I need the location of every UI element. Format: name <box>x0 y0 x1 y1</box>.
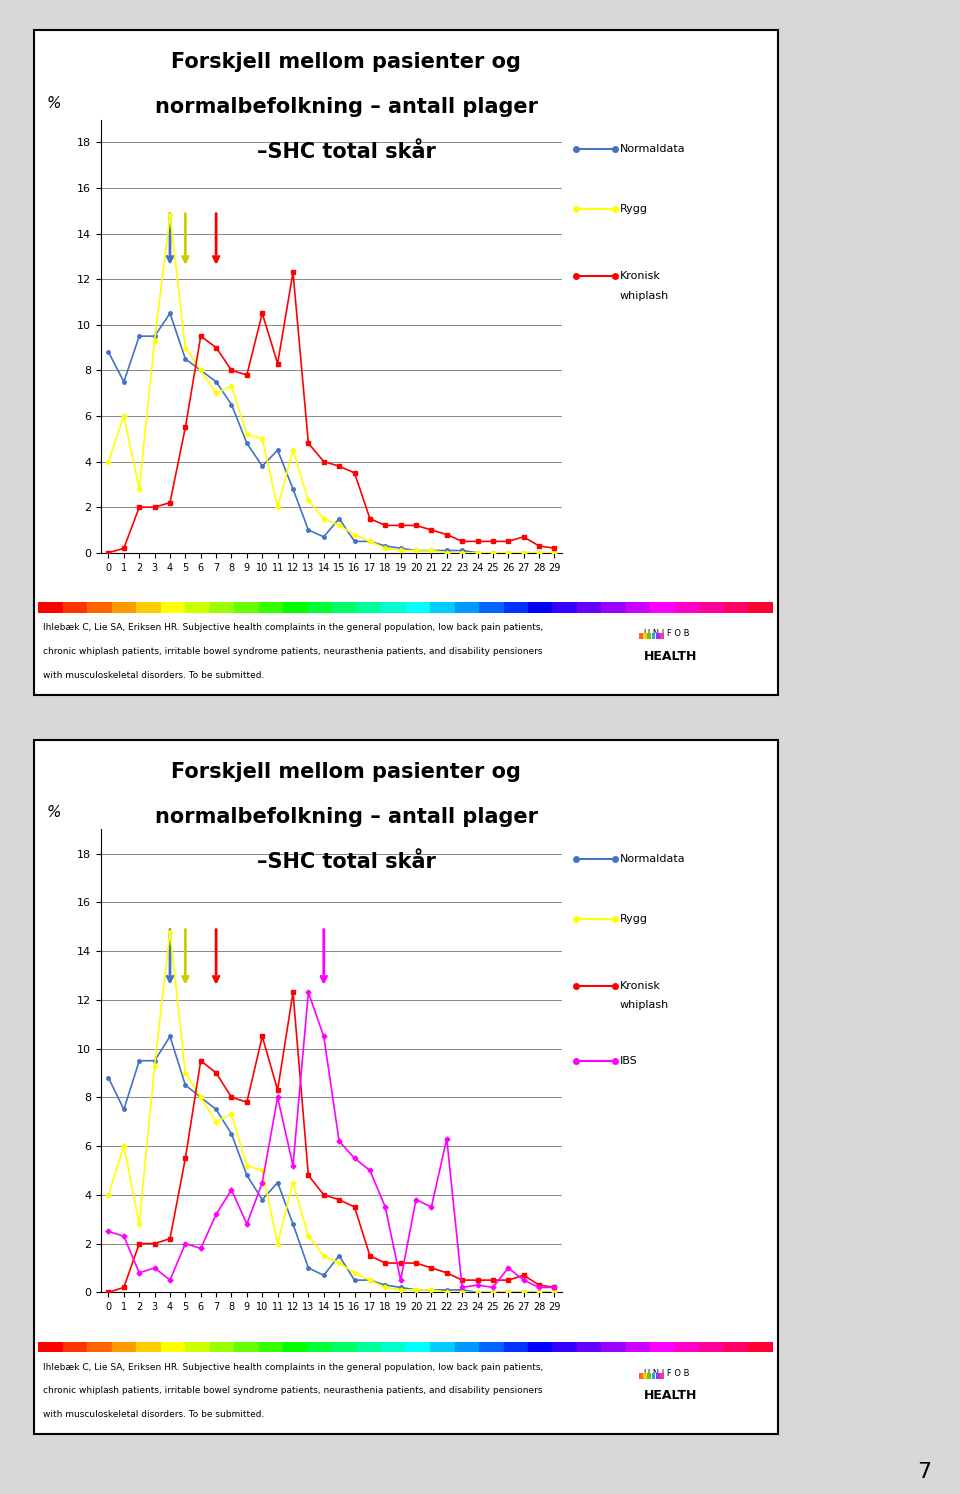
Text: %: % <box>47 805 61 820</box>
Bar <box>87 1342 112 1352</box>
Bar <box>210 602 234 613</box>
Text: Ihlebæk C, Lie SA, Eriksen HR. Subjective health complaints in the general popul: Ihlebæk C, Lie SA, Eriksen HR. Subjectiv… <box>43 1363 543 1371</box>
Text: %: % <box>47 96 61 111</box>
Bar <box>259 602 283 613</box>
Bar <box>479 1342 504 1352</box>
Bar <box>332 602 357 613</box>
Bar <box>700 1342 724 1352</box>
Bar <box>651 602 675 613</box>
Bar <box>332 1342 357 1352</box>
Bar <box>357 602 381 613</box>
Bar <box>87 602 112 613</box>
Bar <box>63 1342 87 1352</box>
Bar <box>136 1342 161 1352</box>
Text: 7: 7 <box>917 1463 931 1482</box>
Text: Rygg: Rygg <box>620 205 648 214</box>
Bar <box>749 602 773 613</box>
Bar <box>63 602 87 613</box>
Bar <box>626 1342 651 1352</box>
Text: Normaldata: Normaldata <box>620 145 685 154</box>
Text: with musculoskeletal disorders. To be submitted.: with musculoskeletal disorders. To be su… <box>43 1410 265 1419</box>
Bar <box>651 1342 675 1352</box>
Bar <box>675 1342 700 1352</box>
Bar <box>185 1342 210 1352</box>
Text: normalbefolkning – antall plager: normalbefolkning – antall plager <box>155 97 538 117</box>
Bar <box>234 602 259 613</box>
Bar <box>601 602 626 613</box>
Bar <box>430 602 455 613</box>
Bar <box>161 602 185 613</box>
Bar <box>307 602 332 613</box>
Bar <box>700 602 724 613</box>
Text: normalbefolkning – antall plager: normalbefolkning – antall plager <box>155 807 538 826</box>
Text: Forskjell mellom pasienter og: Forskjell mellom pasienter og <box>171 52 521 72</box>
Text: with musculoskeletal disorders. To be submitted.: with musculoskeletal disorders. To be su… <box>43 671 265 680</box>
Bar <box>577 1342 601 1352</box>
Bar <box>283 1342 307 1352</box>
Text: Kronisk: Kronisk <box>620 272 660 281</box>
Text: Kronisk: Kronisk <box>620 982 660 991</box>
Bar <box>724 1342 749 1352</box>
Bar <box>528 602 553 613</box>
Text: Forskjell mellom pasienter og: Forskjell mellom pasienter og <box>171 762 521 781</box>
Bar <box>307 1342 332 1352</box>
Bar <box>136 602 161 613</box>
Text: whiplash: whiplash <box>620 291 669 300</box>
Bar <box>381 602 406 613</box>
Bar <box>111 1342 136 1352</box>
Bar <box>283 602 307 613</box>
Text: –SHC total skår: –SHC total skår <box>256 852 436 871</box>
Bar <box>553 602 577 613</box>
Bar <box>577 602 601 613</box>
Bar <box>455 1342 479 1352</box>
Bar <box>601 1342 626 1352</box>
Bar <box>479 602 504 613</box>
Bar <box>38 1342 63 1352</box>
Bar <box>504 602 528 613</box>
Bar <box>455 602 479 613</box>
Text: HEALTH: HEALTH <box>643 650 697 663</box>
Bar <box>724 602 749 613</box>
Bar <box>406 1342 430 1352</box>
Text: chronic whiplash patients, irritable bowel syndrome patients, neurasthenia patie: chronic whiplash patients, irritable bow… <box>43 647 542 656</box>
Text: whiplash: whiplash <box>620 1001 669 1010</box>
Bar <box>430 1342 455 1352</box>
Text: Ihlebæk C, Lie SA, Eriksen HR. Subjective health complaints in the general popul: Ihlebæk C, Lie SA, Eriksen HR. Subjectiv… <box>43 623 543 632</box>
Text: chronic whiplash patients, irritable bowel syndrome patients, neurasthenia patie: chronic whiplash patients, irritable bow… <box>43 1386 542 1395</box>
Bar <box>749 1342 773 1352</box>
Text: –SHC total skår: –SHC total skår <box>256 142 436 161</box>
Bar <box>504 1342 528 1352</box>
Bar <box>259 1342 283 1352</box>
Bar <box>210 1342 234 1352</box>
Bar <box>161 1342 185 1352</box>
Bar <box>38 602 63 613</box>
Text: IBS: IBS <box>620 1056 637 1065</box>
Bar <box>626 602 651 613</box>
Bar <box>553 1342 577 1352</box>
Text: HEALTH: HEALTH <box>643 1389 697 1403</box>
Text: Rygg: Rygg <box>620 914 648 923</box>
Bar <box>528 1342 553 1352</box>
Text: U N I F O B: U N I F O B <box>643 629 689 638</box>
Text: Normaldata: Normaldata <box>620 855 685 864</box>
Bar <box>111 602 136 613</box>
Bar <box>234 1342 259 1352</box>
Bar <box>406 602 430 613</box>
Bar <box>357 1342 381 1352</box>
Bar <box>675 602 700 613</box>
Bar <box>185 602 210 613</box>
Text: U N I F O B: U N I F O B <box>643 1369 689 1377</box>
Bar <box>381 1342 406 1352</box>
